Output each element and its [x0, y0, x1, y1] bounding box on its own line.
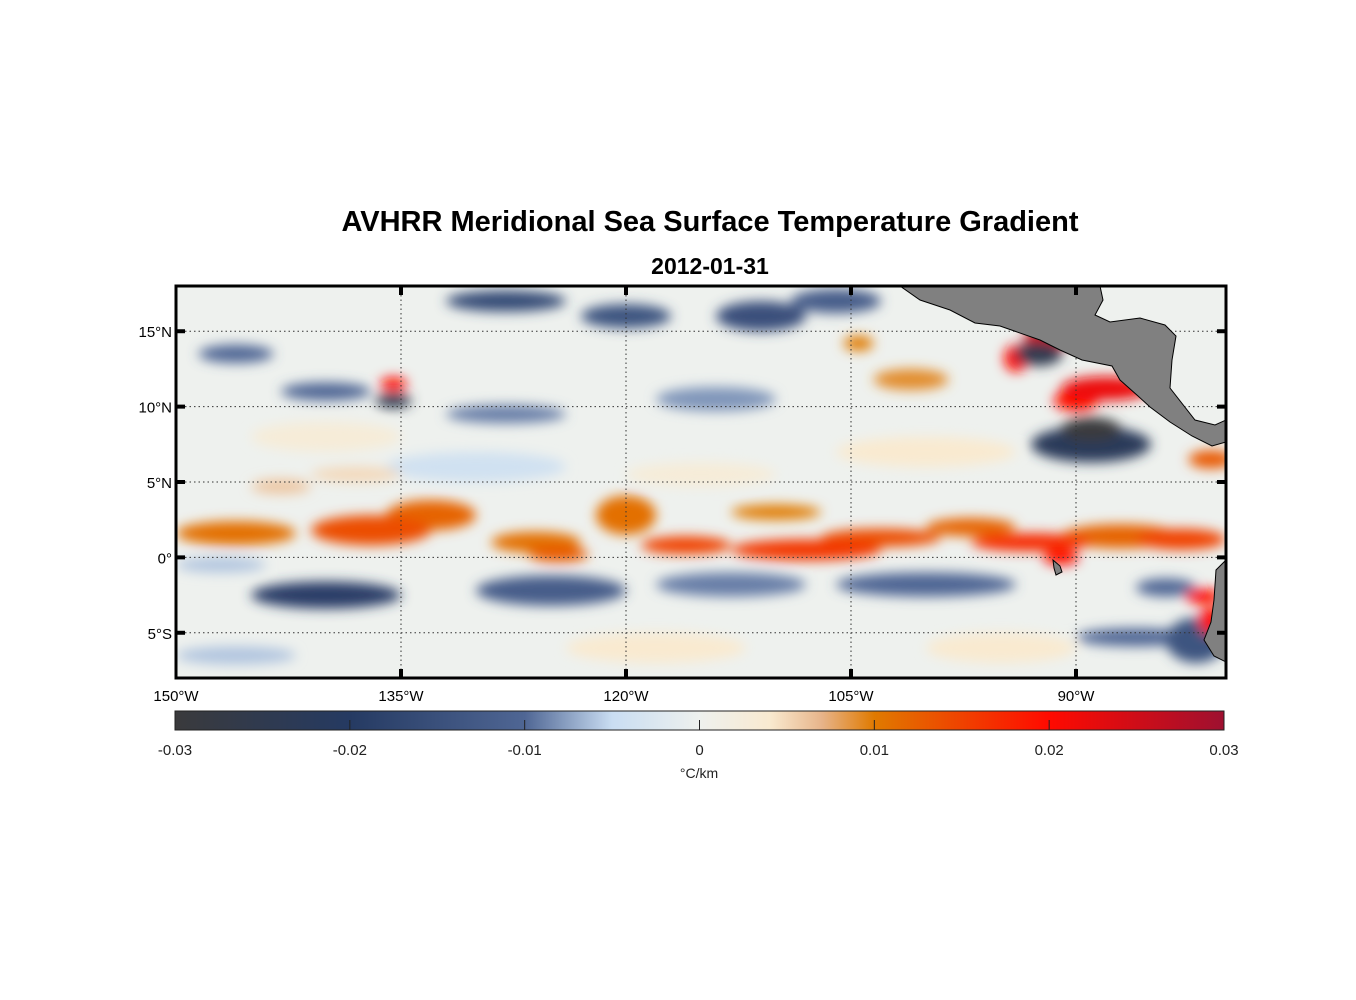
land-central-america — [899, 286, 1226, 447]
colorbar-tick-label: -0.01 — [508, 742, 542, 759]
lon-tick-label: 105°W — [828, 688, 874, 705]
cold-gradient-feature — [836, 572, 1016, 597]
warm-gradient-feature — [926, 632, 1076, 663]
warm-gradient-feature — [251, 478, 311, 495]
colorbar-tick-label: 0 — [695, 742, 703, 759]
chart-title: AVHRR Meridional Sea Surface Temperature… — [341, 206, 1079, 238]
lon-tick-label: 90°W — [1058, 688, 1096, 705]
cold-gradient-feature — [281, 382, 371, 401]
warm-gradient-feature — [311, 515, 431, 546]
lon-tick-label: 150°W — [153, 688, 199, 705]
cold-gradient-feature — [716, 301, 806, 332]
warm-gradient-feature — [596, 495, 656, 535]
warm-gradient-feature — [641, 536, 731, 555]
chart-subtitle: 2012-01-31 — [651, 253, 769, 279]
warm-gradient-feature — [251, 421, 401, 452]
cold-gradient-feature — [176, 557, 266, 573]
cold-gradient-feature — [446, 405, 566, 424]
colorbar-tick-label: 0.01 — [860, 742, 889, 759]
lon-tick-label: 135°W — [378, 688, 424, 705]
lat-tick-label: 15°N — [138, 324, 172, 341]
warm-gradient-feature — [311, 466, 401, 483]
land-galapagos — [1052, 558, 1063, 576]
warm-gradient-feature — [528, 546, 589, 562]
warm-gradient-feature — [380, 377, 407, 391]
warm-gradient-feature — [971, 533, 1091, 552]
gradient-field — [176, 289, 1226, 665]
warm-gradient-feature — [873, 368, 949, 391]
cold-gradient-feature — [446, 290, 566, 312]
cold-gradient-feature — [1136, 578, 1196, 597]
cold-gradient-feature — [386, 451, 566, 482]
cold-gradient-feature — [476, 575, 626, 606]
land-south-america — [1203, 559, 1226, 663]
cold-gradient-feature — [375, 393, 412, 409]
cold-gradient-feature — [791, 289, 881, 314]
cold-gradient-feature — [656, 572, 806, 597]
cold-gradient-feature — [251, 581, 401, 609]
warm-gradient-feature — [926, 518, 1016, 537]
colorbar-tick-label: 0.02 — [1035, 742, 1064, 759]
cold-gradient-feature — [1014, 341, 1063, 366]
cold-gradient-feature — [176, 646, 296, 665]
warm-gradient-feature — [836, 436, 1016, 467]
warm-gradient-feature — [1043, 549, 1079, 565]
cold-gradient-feature — [1061, 417, 1121, 442]
cold-gradient-feature — [656, 387, 776, 412]
colorbar-tick-label: -0.02 — [333, 742, 367, 759]
warm-gradient-feature — [176, 521, 296, 546]
colorbar: -0.03 -0.02 -0.01 0 0.01 0.02 0.03 — [158, 710, 1239, 759]
colorbar-tick-label: 0.03 — [1209, 742, 1238, 759]
warm-gradient-feature — [1136, 528, 1226, 550]
warm-gradient-feature — [1185, 589, 1222, 605]
cold-gradient-feature — [581, 304, 671, 329]
cold-gradient-feature — [198, 344, 274, 363]
warm-gradient-feature — [731, 504, 821, 520]
warm-gradient-feature — [731, 539, 881, 561]
colorbar-tick-label: -0.03 — [158, 742, 192, 759]
lat-tick-label: 0° — [158, 550, 172, 567]
warm-gradient-feature — [1188, 450, 1226, 469]
lat-tick-label: 5°S — [148, 626, 172, 643]
colorbar-label: °C/km — [680, 765, 718, 781]
lon-tick-label: 120°W — [603, 688, 649, 705]
axis-ticks — [176, 286, 1226, 678]
warm-gradient-feature — [626, 462, 776, 487]
lat-tick-label: 10°N — [138, 400, 172, 417]
cold-gradient-feature — [1031, 426, 1151, 463]
warm-gradient-feature — [566, 632, 746, 663]
warm-gradient-feature — [843, 335, 874, 351]
lat-tick-label: 5°N — [147, 475, 172, 492]
